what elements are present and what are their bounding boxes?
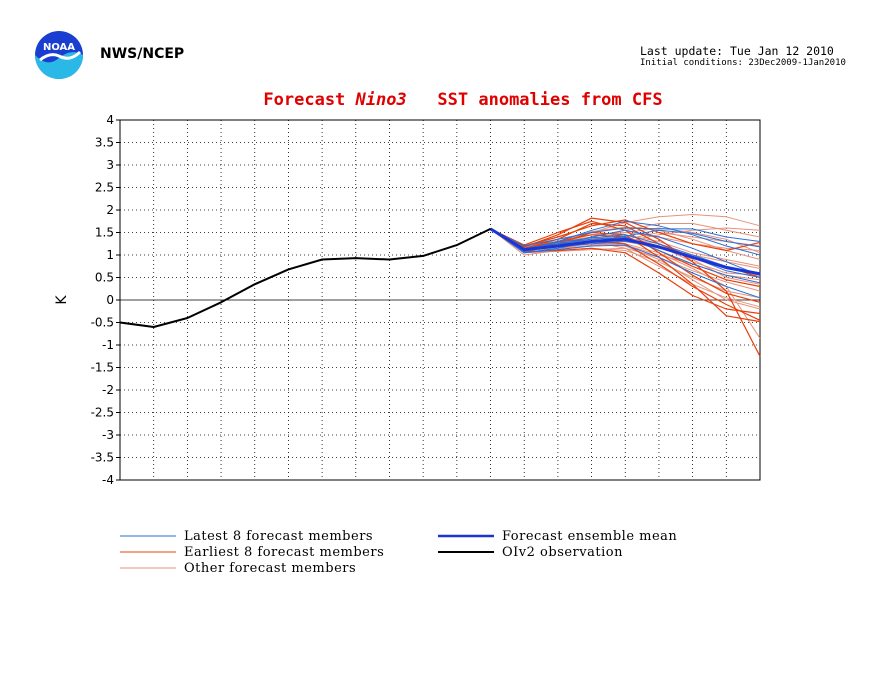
y-tick-label: -2.5 — [91, 406, 114, 420]
y-tick-label: 2.5 — [95, 181, 114, 195]
y-tick-label: -0.5 — [91, 316, 114, 330]
latest-member-line — [490, 227, 761, 247]
title-suffix: SST anomalies from CFS — [406, 90, 663, 110]
other-member-line — [490, 228, 761, 299]
earliest-member-line — [490, 220, 761, 303]
ensemble-mean-line — [489, 227, 761, 276]
last-update: Last update: Tue Jan 12 2010 — [640, 44, 834, 58]
latest-member-line — [490, 228, 761, 284]
legend-label: Forecast ensemble mean — [502, 529, 677, 544]
y-tick-label: -4 — [102, 473, 114, 487]
chart-title: Forecast Nino3 SST anomalies from CFS — [0, 90, 880, 110]
title-region: Nino3 — [355, 90, 407, 110]
legend-label: OIv2 observation — [502, 545, 623, 560]
legend-label: Earliest 8 forecast members — [184, 545, 384, 560]
y-axis-label: K — [54, 295, 70, 305]
series-layer — [119, 214, 761, 357]
earliest-member-line — [490, 219, 761, 252]
agency-label: NWS/NCEP — [100, 46, 185, 62]
initial-conditions: Initial conditions: 23Dec2009-1Jan2010 — [640, 58, 846, 68]
legend-label: Other forecast members — [184, 561, 356, 576]
title-prefix: Forecast — [263, 90, 356, 110]
noaa-logo: NOAA — [35, 31, 83, 79]
y-tick-label: 1.5 — [95, 226, 114, 240]
observation-line — [119, 227, 491, 328]
y-tick-label: -3 — [102, 428, 114, 442]
y-tick-label: -3.5 — [91, 451, 114, 465]
y-tick-label: 0 — [106, 293, 114, 307]
latest-member-line — [490, 228, 761, 299]
logo-text: NOAA — [43, 42, 75, 53]
y-tick-label: -2 — [102, 383, 114, 397]
y-tick-label: -1.5 — [91, 361, 114, 375]
y-tick-label: 3.5 — [95, 136, 114, 150]
y-tick-label: -1 — [102, 338, 114, 352]
grid-layer — [116, 119, 761, 481]
y-tick-label: 0.5 — [95, 271, 114, 285]
y-tick-label: 1 — [106, 248, 114, 262]
y-tick-label: 3 — [106, 158, 114, 172]
legend-label: Latest 8 forecast members — [184, 529, 373, 544]
y-tick-labels: 4 3.5 3 2.5 2 1.5 1 0.5 0 -0.5 -1 -1.5 -2 -2.5 -3 -3.5 -… — [91, 113, 114, 487]
y-tick-label: 4 — [106, 113, 114, 127]
y-tick-label: 2 — [106, 203, 114, 217]
